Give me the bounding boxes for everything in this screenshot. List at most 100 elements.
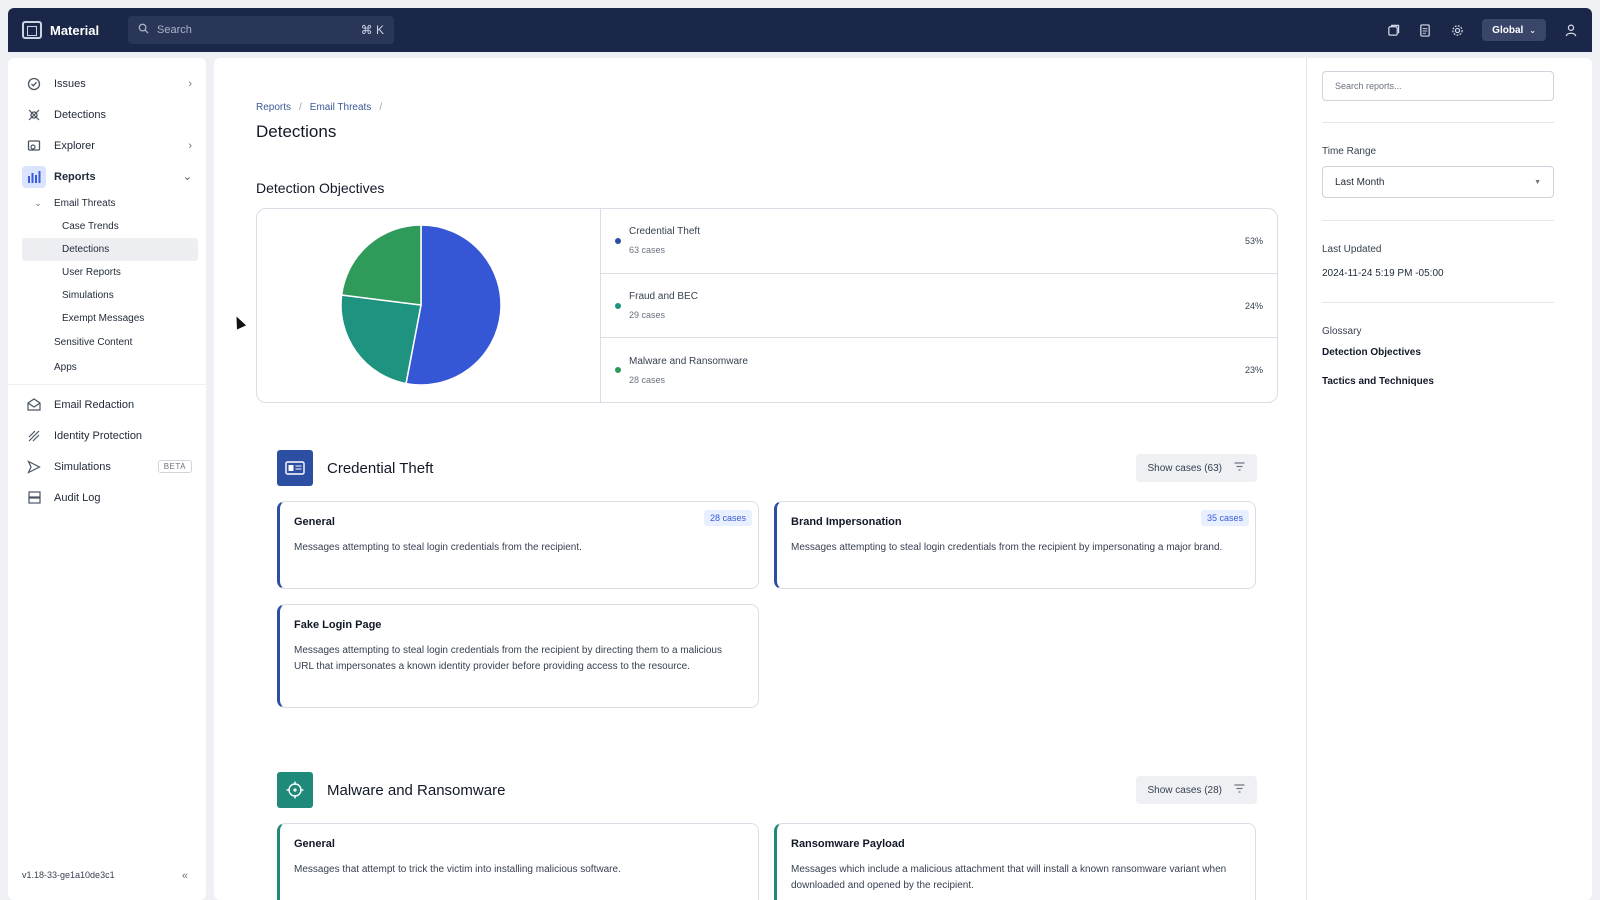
sidebar-item-issues[interactable]: Issues › bbox=[8, 68, 206, 99]
main-panel: Reports / Email Threats / Detections Det… bbox=[214, 58, 1592, 900]
glossary-label: Glossary bbox=[1322, 326, 1362, 337]
subcategory-description: Messages attempting to steal login crede… bbox=[294, 542, 582, 553]
sidebar-item-label: Explorer bbox=[54, 139, 95, 152]
sidebar-item-identity-protection[interactable]: Identity Protection bbox=[8, 420, 206, 451]
legend-row[interactable]: Fraud and BEC 29 cases 24% bbox=[601, 274, 1277, 339]
pie-slice-malware-and-ransomware[interactable] bbox=[340, 224, 422, 306]
identity-protection-icon bbox=[26, 428, 42, 444]
objectives-title: Detection Objectives bbox=[256, 180, 385, 196]
show-cases-button[interactable]: Show cases (63) bbox=[1135, 454, 1257, 482]
audit-log-icon bbox=[26, 490, 42, 506]
legend-percent: 24% bbox=[1244, 300, 1263, 311]
pie-chart bbox=[340, 224, 502, 386]
show-cases-button[interactable]: Show cases (28) bbox=[1135, 776, 1257, 804]
sidebar-item-simulations-report[interactable]: Simulations bbox=[62, 290, 114, 301]
chevron-down-icon: ⌄ bbox=[1529, 25, 1536, 35]
global-search[interactable]: Search ⌘ K bbox=[128, 16, 394, 44]
legend-name: Malware and Ransomware bbox=[629, 355, 748, 367]
subcategory-description: Messages attempting to steal login crede… bbox=[294, 645, 722, 672]
malware-ransomware-header: Malware and Ransomware Show cases (28) bbox=[277, 772, 1257, 808]
collapse-sidebar-icon[interactable]: « bbox=[181, 870, 188, 882]
search-icon bbox=[138, 23, 149, 37]
pie-slice-fraud-and-bec[interactable] bbox=[340, 294, 422, 385]
sidebar-item-label: Issues bbox=[54, 77, 86, 90]
material-logo-icon bbox=[22, 21, 42, 39]
sidebar-item-apps[interactable]: Apps bbox=[54, 362, 77, 373]
sidebar-item-detections[interactable]: Detections bbox=[8, 99, 206, 130]
sidebar-item-case-trends[interactable]: Case Trends bbox=[62, 221, 119, 232]
sidebar-item-user-reports[interactable]: User Reports bbox=[62, 267, 121, 278]
subcategory-description: Messages that attempt to trick the victi… bbox=[294, 864, 621, 875]
brand[interactable]: Material bbox=[22, 21, 122, 39]
email-redaction-icon bbox=[26, 397, 42, 413]
glossary-link-detection-objectives[interactable]: Detection Objectives bbox=[1322, 347, 1421, 358]
show-cases-label: Show cases (28) bbox=[1147, 784, 1222, 796]
crosshair-icon bbox=[277, 772, 313, 808]
sidebar-item-detections-report[interactable]: Detections bbox=[22, 238, 198, 261]
subcategory-description: Messages which include a malicious attac… bbox=[791, 864, 1227, 891]
objectives-card: Credential Theft 63 cases 53% Fraud and … bbox=[256, 208, 1278, 403]
breadcrumb: Reports / Email Threats / bbox=[256, 102, 382, 113]
sidebar-item-label: Detections bbox=[54, 108, 106, 121]
sidebar-item-label: Audit Log bbox=[54, 491, 101, 504]
subcategory-card[interactable]: General Messages that attempt to trick t… bbox=[277, 823, 759, 900]
sidebar-item-explorer[interactable]: Explorer › bbox=[8, 130, 206, 161]
subcategory-card[interactable]: Ransomware Payload Messages which includ… bbox=[774, 823, 1256, 900]
page-title: Detections bbox=[256, 122, 337, 141]
time-range-value: Last Month bbox=[1335, 176, 1385, 188]
issues-icon bbox=[26, 76, 42, 92]
subcategory-card[interactable]: Brand Impersonation Messages attempting … bbox=[774, 501, 1256, 589]
filter-icon bbox=[1234, 462, 1245, 474]
search-shortcut: ⌘ K bbox=[360, 23, 384, 37]
chevron-right-icon: › bbox=[188, 139, 192, 152]
breadcrumb-reports[interactable]: Reports bbox=[256, 102, 292, 113]
glossary-link-tactics-techniques[interactable]: Tactics and Techniques bbox=[1322, 376, 1434, 387]
notifications-icon[interactable] bbox=[1386, 23, 1400, 37]
sidebar-item-audit-log[interactable]: Audit Log bbox=[8, 482, 206, 513]
sidebar-item-email-redaction[interactable]: Email Redaction bbox=[8, 389, 206, 420]
breadcrumb-email-threats[interactable]: Email Threats bbox=[309, 102, 372, 113]
subcategory-description: Messages attempting to steal login crede… bbox=[791, 542, 1223, 553]
caret-down-icon: ▼ bbox=[1534, 178, 1541, 186]
id-card-icon bbox=[277, 450, 313, 486]
user-icon[interactable] bbox=[1564, 23, 1578, 37]
report-content: Reports / Email Threats / Detections Det… bbox=[214, 58, 1306, 900]
sidebar-item-label: Email Threats bbox=[54, 198, 116, 209]
breadcrumb-separator: / bbox=[299, 102, 302, 113]
subcategory-name: Fake Login Page bbox=[294, 619, 382, 631]
time-range-label: Time Range bbox=[1322, 146, 1377, 157]
legend-dot bbox=[615, 302, 621, 309]
gear-icon[interactable] bbox=[1450, 23, 1464, 37]
legend-dot bbox=[615, 237, 621, 244]
pie-slice-credential-theft[interactable] bbox=[405, 224, 502, 386]
right-panel: Search reports... Time Range Last Month … bbox=[1306, 58, 1592, 900]
legend-percent: 23% bbox=[1244, 365, 1263, 376]
subcategory-card[interactable]: Fake Login Page Messages attempting to s… bbox=[277, 604, 759, 708]
chevron-down-icon: ⌄ bbox=[182, 171, 192, 183]
legend-row[interactable]: Malware and Ransomware 28 cases 23% bbox=[601, 338, 1277, 402]
credential-theft-header: Credential Theft Show cases (63) bbox=[277, 450, 1257, 486]
sidebar-item-simulations[interactable]: Simulations BETA bbox=[8, 451, 206, 482]
time-range-select[interactable]: Last Month ▼ bbox=[1322, 166, 1554, 198]
sidebar-item-reports[interactable]: Reports ⌄ bbox=[8, 161, 206, 192]
sidebar-item-label: Simulations bbox=[54, 460, 111, 473]
document-icon[interactable] bbox=[1418, 23, 1432, 37]
sidebar-item-email-threats[interactable]: ⌄ Email Threats bbox=[8, 192, 206, 215]
case-count-badge: 28 cases bbox=[703, 510, 752, 526]
sidebar-item-sensitive-content[interactable]: Sensitive Content bbox=[54, 337, 133, 348]
scope-selector[interactable]: Global ⌄ bbox=[1482, 19, 1546, 41]
search-reports-input[interactable]: Search reports... bbox=[1322, 71, 1554, 101]
divider bbox=[1322, 122, 1554, 123]
legend-count: 28 cases bbox=[629, 374, 666, 385]
reports-icon bbox=[22, 165, 46, 188]
detections-icon bbox=[26, 107, 42, 123]
sidebar-item-label: Reports bbox=[54, 170, 96, 183]
sidebar-item-exempt-messages[interactable]: Exempt Messages bbox=[62, 313, 145, 324]
brand-name: Material bbox=[50, 22, 100, 38]
legend-dot bbox=[615, 367, 621, 374]
subcategory-name: General bbox=[294, 516, 335, 528]
subcategory-card[interactable]: General Messages attempting to steal log… bbox=[277, 501, 759, 589]
top-bar: Material Search ⌘ K Global ⌄ bbox=[8, 8, 1592, 52]
legend-row[interactable]: Credential Theft 63 cases 53% bbox=[601, 209, 1277, 274]
sidebar: Issues › Detections Explorer › bbox=[8, 58, 206, 900]
